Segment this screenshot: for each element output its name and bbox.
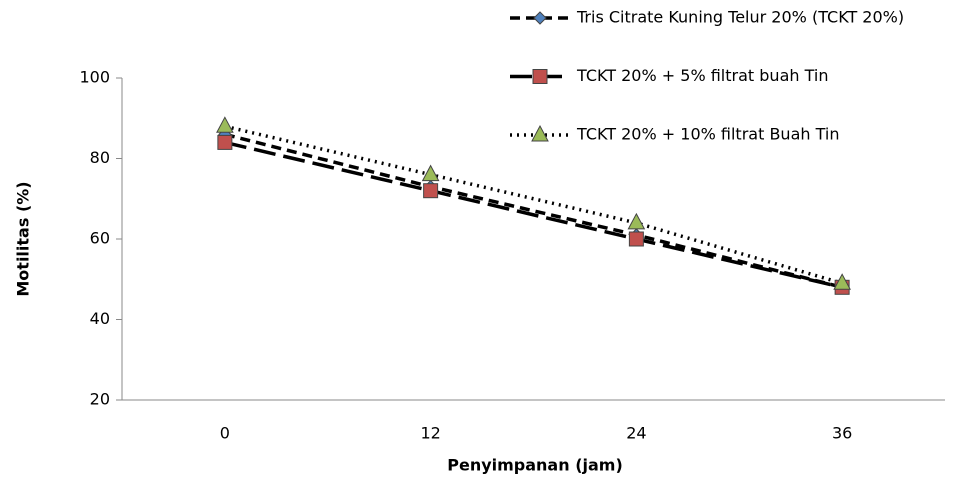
series-line [224, 140, 843, 290]
series-line [224, 124, 843, 285]
x-tick-label: 24 [626, 424, 646, 443]
series-marker [833, 273, 851, 290]
legend-label: TCKT 20% + 5% filtrat buah Tin [576, 66, 828, 85]
series-line [224, 132, 843, 289]
legend-label: TCKT 20% + 10% filtrat Buah Tin [576, 125, 839, 144]
x-axis-label: Penyimpanan (jam) [447, 456, 623, 475]
y-tick-label: 80 [90, 148, 110, 167]
x-tick-label: 36 [832, 424, 852, 443]
y-tick-label: 20 [90, 390, 110, 409]
legend-marker [533, 11, 547, 25]
legend-marker [531, 124, 549, 142]
series-marker [423, 183, 439, 199]
series-marker [421, 164, 440, 182]
y-axis-label: Motilitas (%) [14, 181, 33, 296]
series-marker [216, 116, 234, 133]
x-tick-label: 0 [220, 424, 230, 443]
series-marker [217, 134, 233, 150]
y-tick-label: 40 [90, 309, 110, 328]
legend-marker [532, 69, 548, 84]
series-marker [627, 212, 646, 230]
y-tick-label: 100 [79, 68, 110, 87]
y-tick-label: 60 [90, 229, 110, 248]
series-marker [628, 231, 644, 247]
x-tick-label: 12 [420, 424, 440, 443]
legend-label: Tris Citrate Kuning Telur 20% (TCKT 20%) [576, 8, 904, 27]
